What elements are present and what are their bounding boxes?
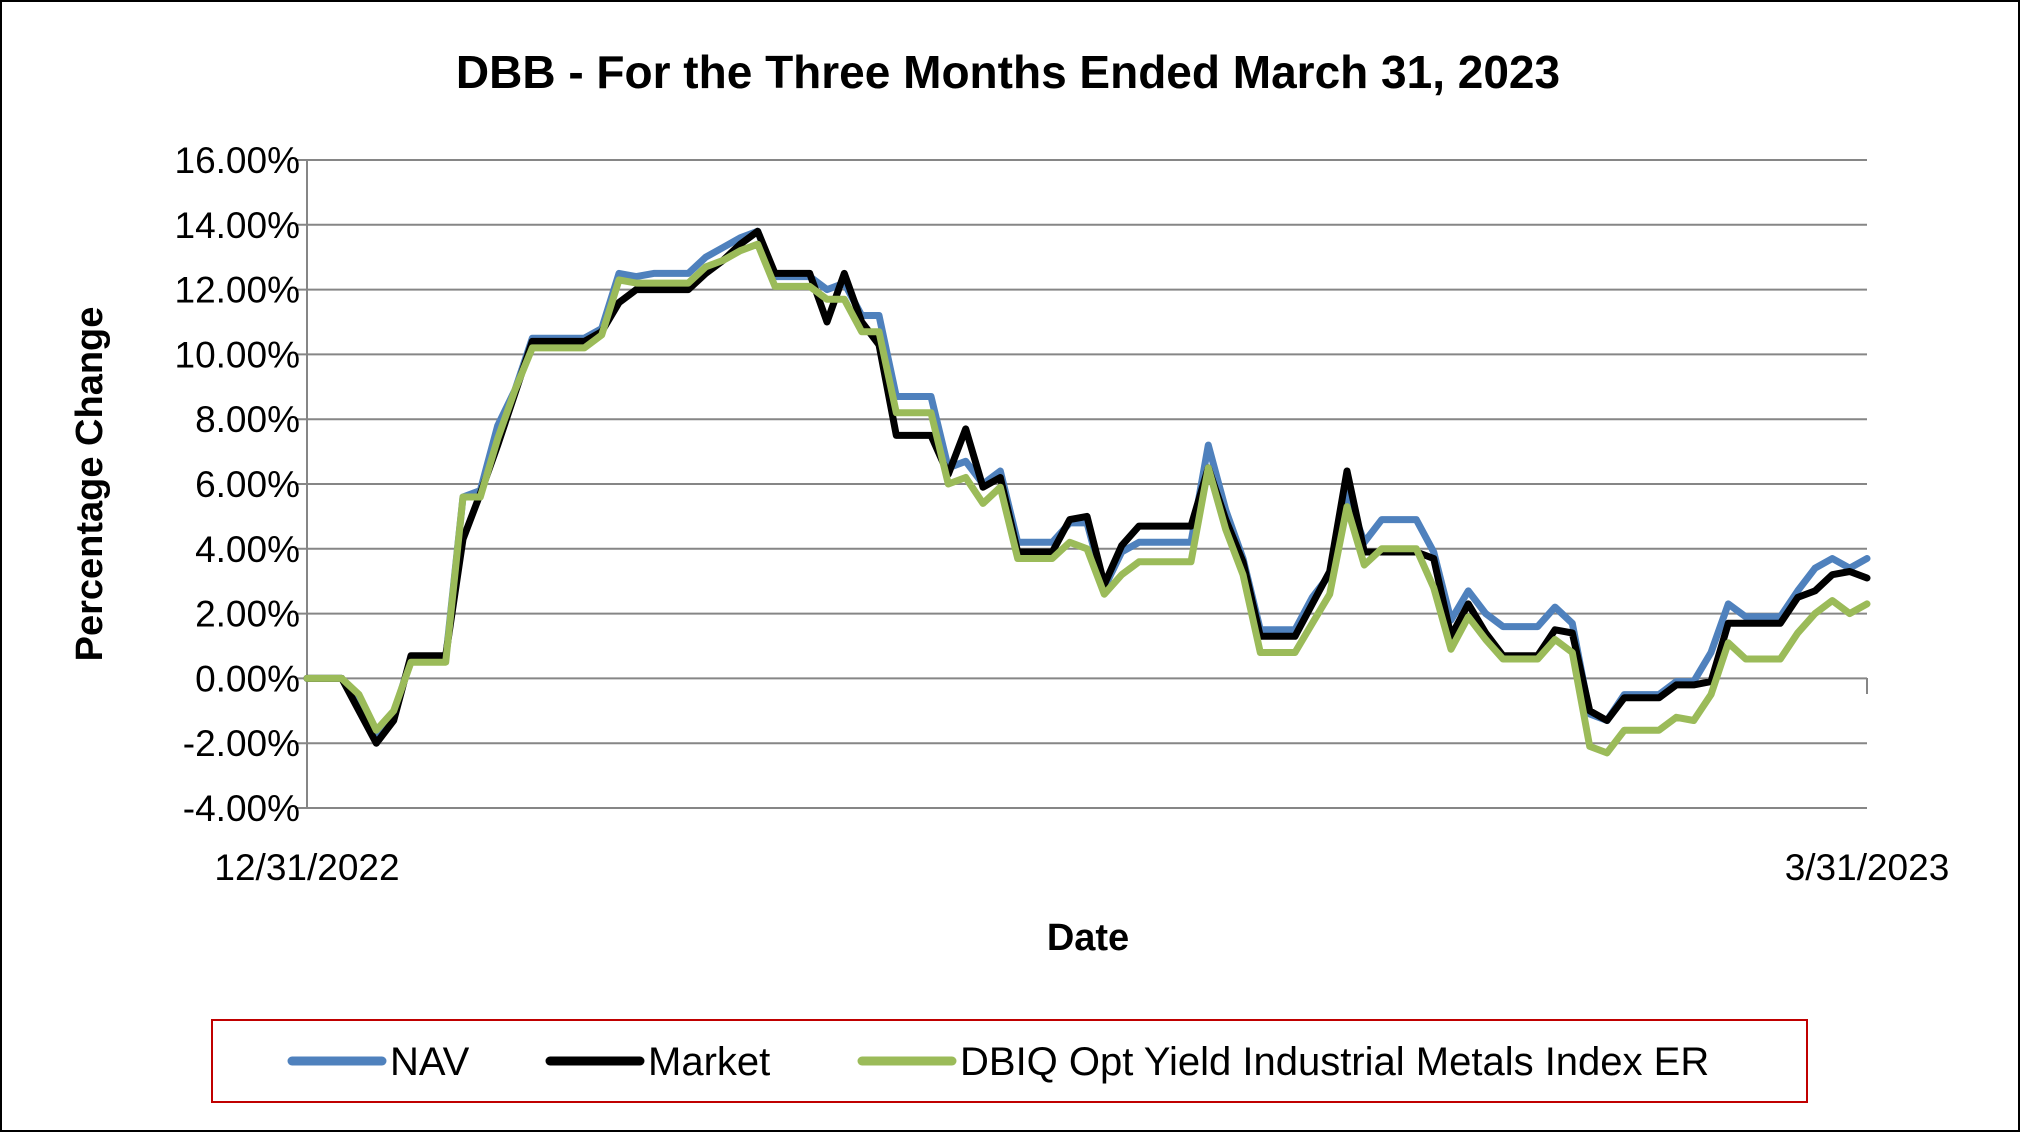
series-line-2 [303,227,1871,747]
x-tick-label: 12/31/2022 [214,847,399,888]
legend-label-1: NAV [390,1040,470,1084]
y-tick-label: 0.00% [195,658,300,699]
axes [306,160,1868,808]
y-tick-label: 8.00% [195,399,300,440]
y-tick-label: 4.00% [195,529,300,570]
y-tick-label: 12.00% [175,270,301,311]
y-tick-label: 6.00% [195,464,300,505]
series-line-3 [303,240,1871,757]
y-tick-label: 10.00% [175,334,301,375]
legend-label-3: DBIQ Opt Yield Industrial Metals Index E… [960,1040,1709,1084]
y-tick-label: 16.00% [175,140,301,181]
y-axis-title: Percentage Change [69,307,111,662]
legend-label-2: Market [648,1040,770,1084]
series-lines [303,227,1871,757]
gridlines [295,159,1867,809]
y-axis-ticks: 16.00% 14.00% 12.00% 10.00% 8.00% 6.00% 4.00% 2… [175,140,301,829]
y-tick-label: -2.00% [183,723,300,764]
y-tick-label: 14.00% [175,205,301,246]
x-axis-title: Date [1047,917,1129,959]
chart-title: DBB - For the Three Months Ended March 3… [456,46,1560,98]
x-axis-ticks: 12/31/2022 3/31/2023 [214,847,1949,888]
x-tick-label: 3/31/2023 [1785,847,1950,888]
y-tick-label: 2.00% [195,594,300,635]
legend: NAV Market DBIQ Opt Yield Industrial Metal… [287,1040,1709,1084]
legend-box [211,1019,1808,1103]
y-tick-label: -4.00% [183,788,300,829]
